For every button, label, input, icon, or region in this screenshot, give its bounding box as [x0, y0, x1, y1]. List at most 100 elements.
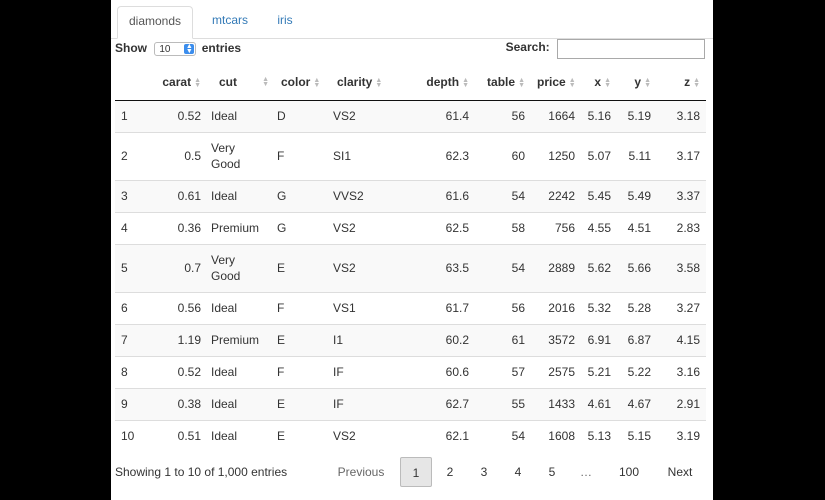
cell-carat: 0.38 — [177, 397, 201, 411]
sort-both-icon: ▲ ▼ — [262, 76, 269, 88]
pagination-page[interactable]: 1 — [400, 457, 432, 487]
pagination-page[interactable]: 3 — [480, 465, 488, 479]
col-header-y[interactable]: y ▲ ▼ — [617, 64, 657, 101]
table-row: 6 0.56 Ideal F VS1 61.7 56 2016 5.32 5.28 3.27 — [115, 292, 706, 324]
cell-carat: 0.52 — [177, 109, 201, 123]
cell-depth: 62.7 — [445, 397, 469, 411]
cell-clarity: VS2 — [333, 221, 356, 235]
cell-x: 4.61 — [587, 397, 611, 411]
cell-cut: Premium — [211, 221, 260, 235]
col-header-z[interactable]: z ▲ ▼ — [657, 64, 706, 101]
cell-carat: 0.7 — [184, 261, 201, 275]
cell-price: 1250 — [548, 149, 575, 163]
tab-diamonds[interactable]: diamonds — [117, 6, 193, 39]
tab-iris[interactable]: iris — [277, 13, 293, 27]
cell-table: 56 — [511, 301, 525, 315]
sort-both-icon: ▲ ▼ — [194, 76, 201, 89]
cell-z: 2.83 — [676, 221, 700, 235]
col-header-table[interactable]: table ▲ ▼ — [475, 64, 531, 101]
cell-table: 54 — [511, 189, 525, 203]
table-row: 10 0.51 Ideal E VS2 62.1 54 1608 5.13 5.15 3.19 — [115, 420, 706, 452]
cell-depth: 60.6 — [445, 365, 469, 379]
sort-both-icon: ▲ ▼ — [568, 76, 576, 89]
row-index: 4 — [121, 221, 128, 235]
cell-color: E — [277, 397, 286, 411]
col-header-clarity[interactable]: clarity ▲ ▼ — [329, 64, 401, 101]
cell-z: 2.91 — [676, 397, 700, 411]
sort-both-icon: ▲ ▼ — [313, 76, 321, 89]
cell-price: 1608 — [548, 429, 575, 444]
cell-y: 4.51 — [627, 221, 651, 235]
search-label: Search: — [505, 40, 550, 55]
cell-color: G — [277, 221, 287, 235]
cell-depth: 63.5 — [445, 261, 469, 275]
sort-both-icon: ▲ ▼ — [375, 76, 383, 89]
cell-x: 4.55 — [587, 221, 611, 235]
cell-clarity: SI1 — [333, 149, 352, 163]
length-entries-label: entries — [201, 41, 242, 55]
cell-z: 3.27 — [676, 301, 700, 315]
sort-both-icon: ▲ ▼ — [644, 76, 651, 89]
cell-price: 2889 — [548, 261, 575, 275]
cell-carat: 0.61 — [177, 189, 201, 203]
col-header-price[interactable]: price ▲ ▼ — [531, 64, 581, 101]
cell-price: 3572 — [548, 333, 575, 347]
search-input[interactable] — [557, 39, 705, 59]
cell-clarity: VS2 — [333, 109, 356, 123]
cell-cut: Ideal — [211, 397, 238, 411]
cell-color: F — [277, 149, 285, 163]
cell-y: 5.66 — [627, 261, 651, 275]
row-index: 6 — [121, 301, 128, 315]
col-header-color[interactable]: color ▲ ▼ — [271, 64, 329, 101]
table-row: 9 0.38 Ideal E IF 62.7 55 1433 4.61 4.67 2.91 — [115, 388, 706, 420]
cell-clarity: VS2 — [333, 261, 356, 275]
cell-table: 61 — [511, 333, 525, 347]
cell-depth: 62.5 — [445, 221, 469, 235]
cell-table: 58 — [511, 221, 525, 235]
cell-x: 5.62 — [587, 261, 611, 275]
row-index: 2 — [121, 149, 128, 163]
cell-cut: Ideal — [211, 109, 238, 123]
col-header-x[interactable]: x ▲ ▼ — [581, 64, 617, 101]
row-index: 8 — [121, 365, 128, 379]
cell-carat: 0.52 — [177, 365, 201, 379]
row-index: 3 — [121, 189, 128, 203]
cell-depth: 60.2 — [445, 333, 469, 347]
pagination-page[interactable]: 2 — [446, 465, 454, 479]
cell-x: 5.21 — [587, 365, 611, 379]
cell-price: 1664 — [548, 109, 575, 123]
table-info: Showing 1 to 10 of 1,000 entries — [115, 465, 288, 479]
cell-y: 5.49 — [627, 189, 651, 203]
cell-cut: Ideal — [211, 429, 238, 444]
data-table: carat ▲ ▼ cut ▲ ▼ color ▲ ▼ clarity ▲ ▼ depth ▲ ▼ … — [115, 64, 706, 452]
cell-depth: 62.3 — [445, 149, 469, 163]
pagination-previous[interactable]: Previous — [337, 465, 385, 479]
sort-both-icon: ▲ ▼ — [518, 76, 525, 89]
pagination-page[interactable]: 4 — [514, 465, 522, 479]
pagination-page[interactable]: 5 — [548, 465, 556, 479]
col-header-depth[interactable]: depth ▲ ▼ — [401, 64, 475, 101]
cell-x: 5.13 — [587, 429, 611, 444]
col-header-carat[interactable]: carat ▲ ▼ — [145, 64, 207, 101]
cell-z: 3.37 — [676, 189, 700, 203]
page-length-select[interactable]: 10 ▲ ▼ — [154, 41, 197, 56]
sort-both-icon: ▲ ▼ — [604, 76, 611, 89]
cell-carat: 0.36 — [177, 221, 201, 235]
cell-z: 3.16 — [676, 365, 700, 379]
table-row: 3 0.61 Ideal G VVS2 61.6 54 2242 5.45 5.49 3.37 — [115, 180, 706, 212]
cell-cut: Premium — [211, 333, 260, 347]
cell-x: 5.45 — [587, 189, 611, 203]
cell-cut: Ideal — [211, 301, 238, 315]
cell-depth: 61.6 — [445, 189, 469, 203]
cell-carat: 1.19 — [177, 333, 201, 347]
pagination-page[interactable]: 100 — [618, 465, 640, 479]
pagination-next[interactable]: Next — [667, 465, 693, 479]
col-header-cut[interactable]: cut ▲ ▼ — [207, 64, 271, 101]
tab-bar: diamonds mtcars iris — [111, 0, 713, 39]
cell-color: E — [277, 429, 286, 444]
sort-both-icon: ▲ ▼ — [693, 76, 700, 89]
cell-depth: 61.4 — [445, 109, 469, 123]
tab-mtcars[interactable]: mtcars — [212, 13, 248, 27]
cell-cut: Very Good — [211, 253, 241, 283]
select-arrows-icon: ▲ ▼ — [184, 42, 195, 55]
